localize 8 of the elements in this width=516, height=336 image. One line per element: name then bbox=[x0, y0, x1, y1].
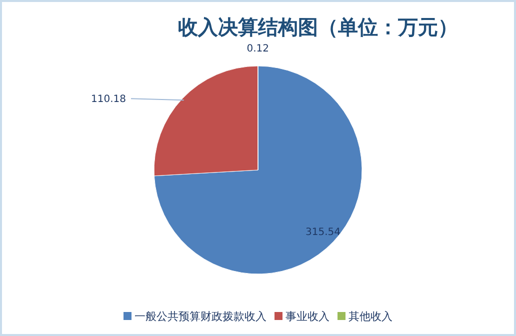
data-label: 315.54 bbox=[306, 226, 341, 238]
pie-slice bbox=[154, 66, 362, 274]
legend-label: 一般公共预算财政拨款收入 bbox=[134, 310, 266, 323]
legend-label: 事业收入 bbox=[286, 310, 330, 323]
data-label: 110.18 bbox=[91, 94, 126, 106]
data-label: 0.12 bbox=[246, 44, 270, 54]
chart-title: 收入决算结构图（单位：万元） bbox=[178, 15, 458, 39]
legend-label: 其他收入 bbox=[348, 310, 392, 323]
